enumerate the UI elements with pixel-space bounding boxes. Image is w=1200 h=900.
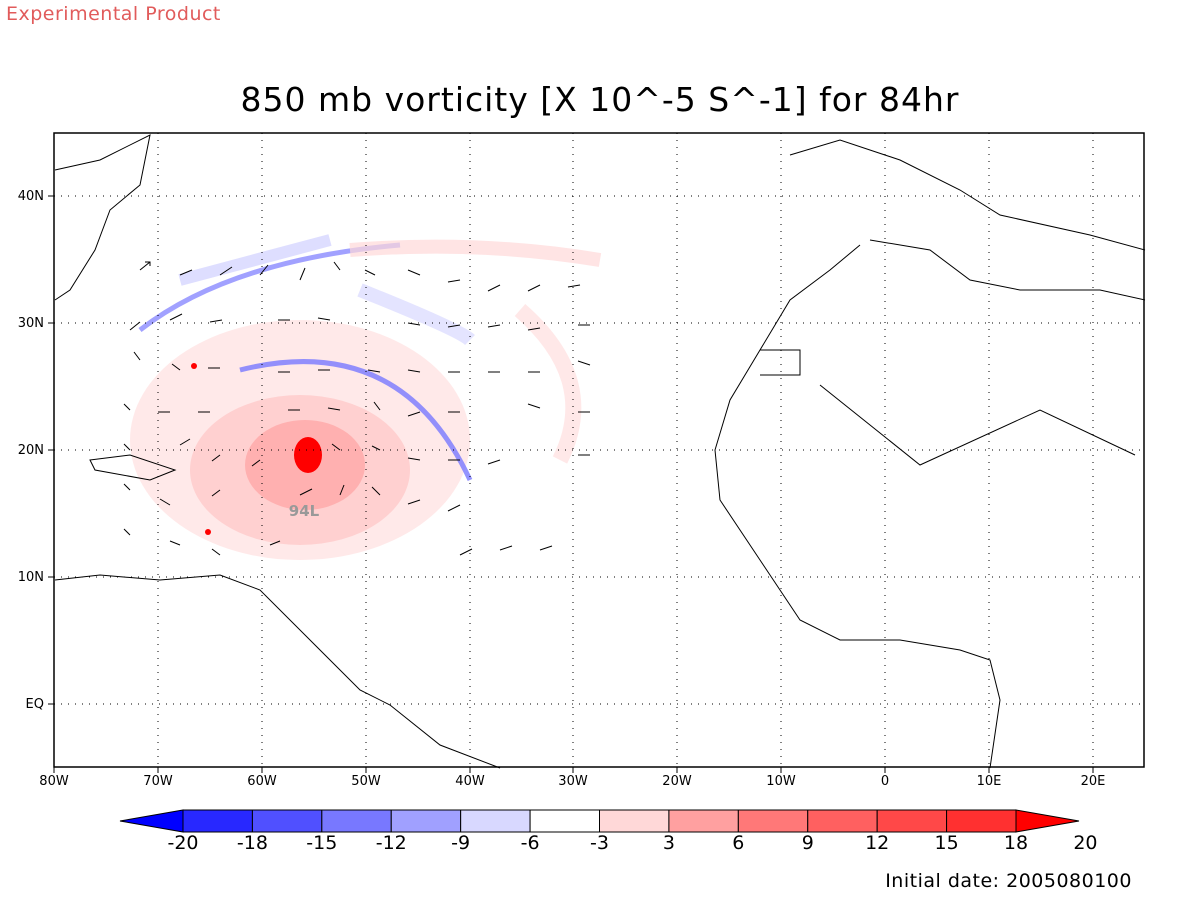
lon-label-10e: 10E (976, 774, 1002, 789)
colorbar-box (668, 809, 739, 833)
colorbar-box (599, 809, 670, 833)
colorbar-label: 15 (934, 832, 959, 854)
lon-label-80w: 80W (39, 774, 69, 789)
colorbar-box (182, 809, 253, 833)
colorbar-box (807, 809, 878, 833)
coastlines (54, 134, 1146, 769)
colorbar-box (946, 809, 1017, 833)
graticule (54, 133, 1144, 767)
colorbar-label: -12 (375, 832, 407, 854)
colorbar-label: -3 (590, 832, 609, 854)
colorbar-label: -6 (520, 832, 540, 854)
colorbar-label: 12 (865, 832, 890, 854)
colorbar-label: 3 (662, 832, 675, 854)
colorbar-box (390, 809, 462, 833)
axis-ticks (48, 195, 1094, 773)
lat-label-40n: 40N (17, 189, 44, 204)
colorbar-label: -15 (306, 832, 338, 854)
lon-label-20e: 20E (1080, 774, 1106, 789)
colorbar-label: -18 (236, 832, 268, 854)
lat-label-30n: 30N (17, 316, 44, 331)
experimental-product-banner: Experimental Product (6, 3, 221, 25)
colorbar-label: -20 (167, 832, 199, 854)
lon-label-30w: 30W (558, 774, 588, 789)
lon-label-60w: 60W (247, 774, 277, 789)
colorbar-label: 18 (1003, 832, 1029, 854)
colorbar (119, 809, 1080, 833)
map-frame (53, 132, 1145, 768)
colorbar-box (460, 809, 531, 833)
lon-label-50w: 50W (351, 774, 381, 789)
colorbar-arrow-left (119, 809, 184, 833)
colorbar-box (251, 809, 323, 833)
colorbar-label: 20 (1073, 832, 1098, 854)
colorbar-box (321, 809, 392, 833)
lon-label-0: 0 (880, 774, 890, 789)
lon-label-70w: 70W (143, 774, 173, 789)
colorbar-label: 6 (732, 832, 745, 854)
colorbar-box (876, 809, 948, 833)
colorbar-label: -9 (451, 832, 471, 854)
colorbar-box (737, 809, 809, 833)
wind-vectors (123, 261, 591, 556)
lon-label-10w: 10W (766, 774, 796, 789)
lon-label-40w: 40W (455, 774, 485, 789)
initial-date: Initial date: 2005080100 (885, 870, 1132, 892)
colorbar-label: 9 (801, 832, 814, 854)
lon-label-20w: 20W (662, 774, 692, 789)
lat-label-20n: 20N (17, 443, 44, 458)
vortex-core (294, 437, 322, 473)
storm-label: 94L (289, 502, 320, 520)
vorticity-field (130, 234, 602, 560)
map-title: 850 mb vorticity [X 10^-5 S^-1] for 84hr (240, 80, 960, 119)
lat-label-eq: EQ (25, 697, 44, 712)
colorbar-arrow-right (1015, 809, 1080, 833)
colorbar-box (529, 809, 600, 833)
lat-label-10n: 10N (17, 570, 44, 585)
